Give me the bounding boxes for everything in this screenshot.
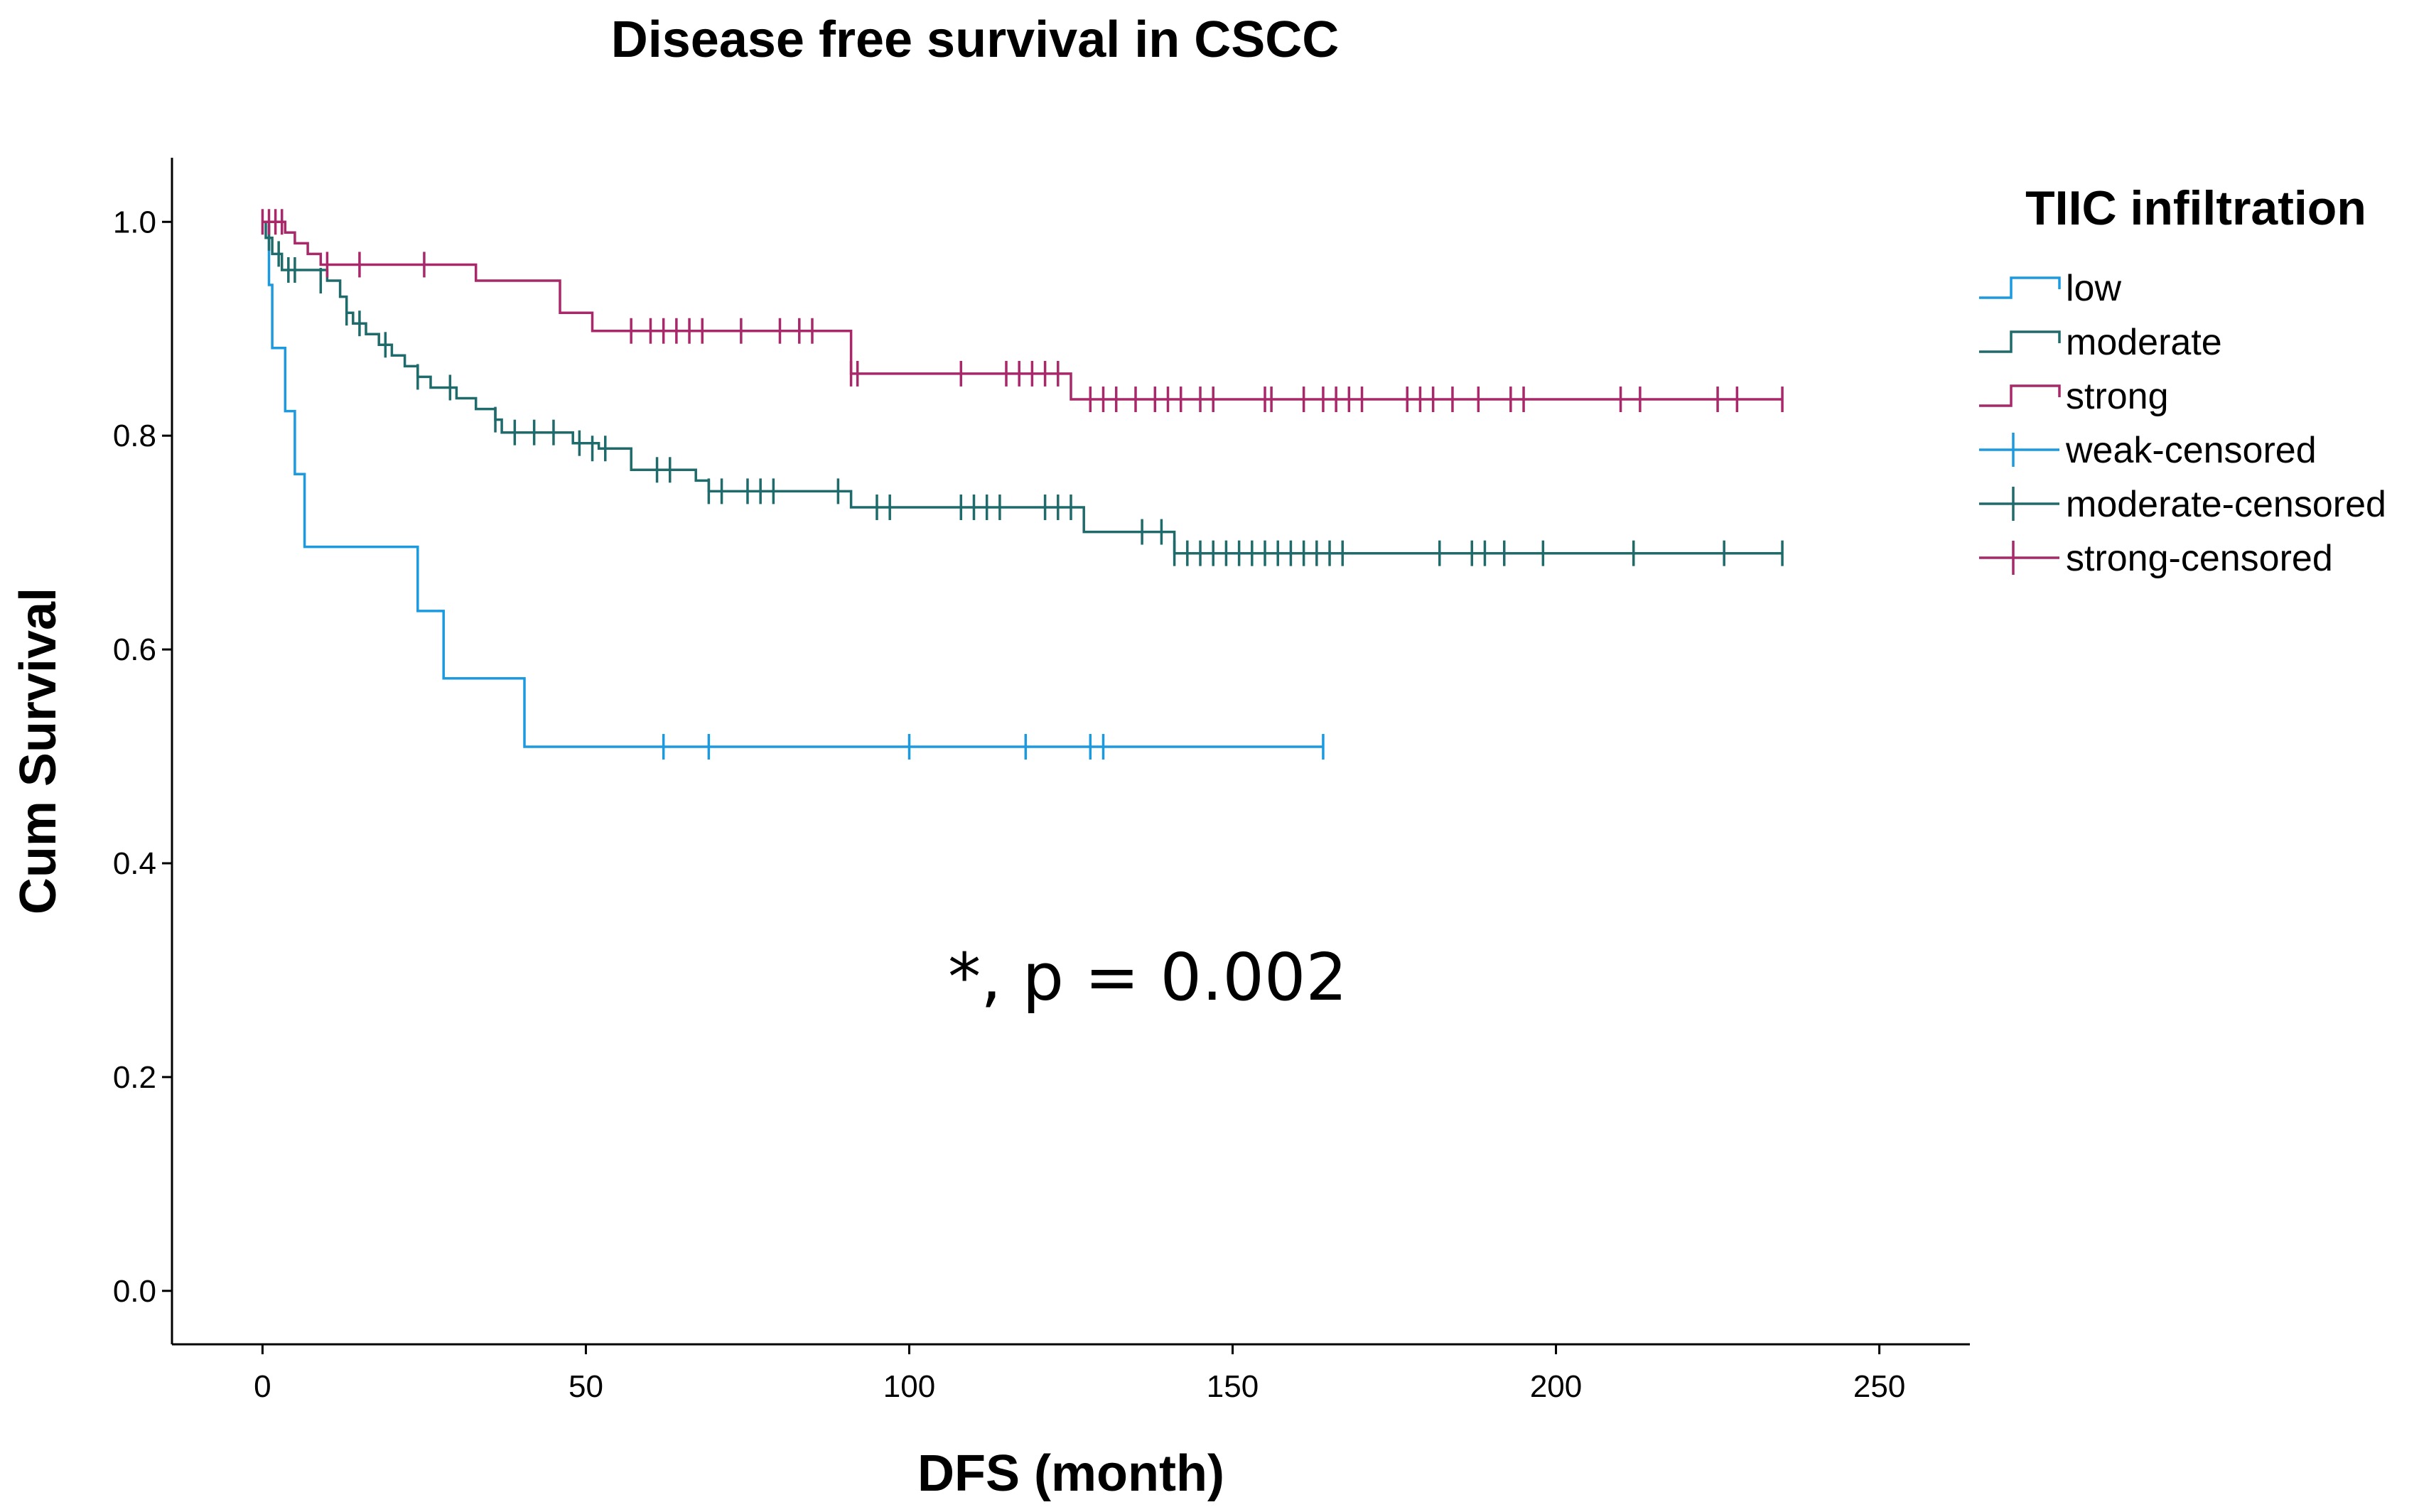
legend-label: weak-censored <box>2065 430 2317 471</box>
legend-label: strong-censored <box>2066 538 2333 579</box>
y-tick-label: 1.0 <box>113 205 156 239</box>
y-tick-label: 0.4 <box>113 846 156 881</box>
survival-line-strong <box>262 220 1783 401</box>
y-tick-label: 0.6 <box>113 632 156 667</box>
p-value-annotation: *, p = 0.002 <box>948 939 1347 1015</box>
x-tick-label: 200 <box>1530 1369 1582 1404</box>
series-moderate <box>262 220 1784 566</box>
x-tick-label: 250 <box>1853 1369 1905 1404</box>
legend-entries: low moderate strong weak-censored moderate-c… <box>1979 268 2386 579</box>
legend-item-low: low <box>1979 268 2121 309</box>
series-strong <box>261 209 1784 413</box>
series-low <box>262 220 1325 760</box>
y-tick-label: 0.2 <box>113 1060 156 1095</box>
legend-swatch-step <box>1979 384 2061 407</box>
legend-label: low <box>2066 268 2121 309</box>
legend-label: moderate-censored <box>2066 484 2386 525</box>
x-axis-title: DFS (month) <box>917 1445 1224 1502</box>
x-tick-label: 50 <box>569 1369 603 1404</box>
x-tick-label: 100 <box>883 1369 935 1404</box>
y-ticks: 0.0 0.2 0.4 0.6 0.8 1.0 <box>113 205 172 1309</box>
y-tick-label: 0.8 <box>113 418 156 453</box>
chart-title: Disease free survival in CSCC <box>611 11 1340 68</box>
x-tick-label: 0 <box>254 1369 271 1404</box>
y-tick-label: 0.0 <box>113 1274 156 1309</box>
legend-item-moderate: moderate <box>1979 322 2222 363</box>
legend-item-strong-censored: strong-censored <box>1979 538 2333 579</box>
x-ticks: 0 50 100 150 200 250 <box>254 1344 1905 1404</box>
plot-series <box>261 209 1784 760</box>
legend-label: moderate <box>2066 322 2222 363</box>
x-tick-label: 150 <box>1207 1369 1259 1404</box>
legend-item-weak-censored: weak-censored <box>1979 430 2317 471</box>
legend-item-strong: strong <box>1979 376 2169 417</box>
y-axis-title: Cum Survival <box>10 588 67 914</box>
legend-swatch-step <box>1979 330 2061 353</box>
legend: TIIC infiltration low moderate strong weak-… <box>1979 181 2386 579</box>
survival-line-moderate <box>262 220 1783 555</box>
legend-swatch-step <box>1979 276 2061 299</box>
legend-item-moderate-censored: moderate-censored <box>1979 484 2386 525</box>
legend-title: TIIC infiltration <box>2025 181 2366 235</box>
axes <box>171 158 1970 1346</box>
legend-label: strong <box>2066 376 2169 417</box>
survival-line-low <box>262 220 1323 748</box>
